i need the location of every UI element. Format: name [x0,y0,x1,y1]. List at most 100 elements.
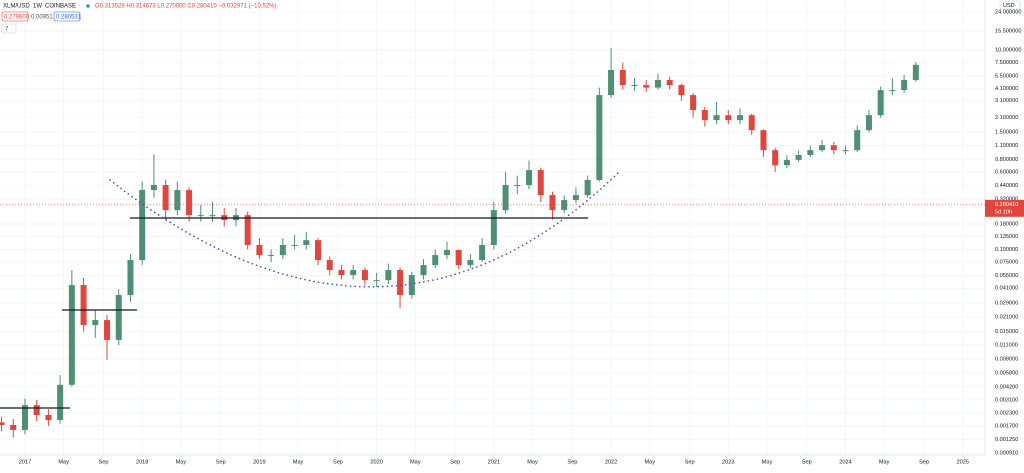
candle-body [420,265,427,276]
candle-body [737,115,744,121]
candle-body [139,190,146,261]
candle-body [33,405,40,416]
x-tick-label: 2023 [722,459,734,465]
candle-body [901,80,908,91]
candle-body [373,280,380,282]
candle-body [57,384,64,421]
x-tick-label: Sep [99,459,109,465]
candle-body [10,424,17,430]
candle-body [397,270,404,296]
candle-body [361,270,368,281]
candle-body [760,130,767,151]
candle-body [68,285,75,385]
indicators-toggle[interactable] [1,23,17,34]
candle-body [608,69,615,96]
ask[interactable]: 0.280531 [56,14,82,20]
candle-body [666,80,673,86]
x-tick-label: Sep [450,459,460,465]
symbol[interactable]: XLM/USD [3,4,30,10]
x-tick-label: 2018 [136,459,148,465]
candle-body [912,64,919,81]
candle-body [326,260,333,271]
candle-body [854,130,861,151]
y-tick-label: 0.001250 [995,437,1018,443]
candle-body [549,195,556,211]
bid-box[interactable] [1,11,29,22]
y-tick-label: 0.041000 [995,286,1018,292]
y-tick-label: 1.100000 [995,143,1018,149]
y-tick-label: 0.320000 [995,197,1018,203]
candle-body [432,255,439,266]
candle-body [795,155,802,160]
candle-body [104,320,111,340]
interval[interactable]: 1W [33,4,42,10]
x-tick-label: May [410,459,421,465]
candle-body [807,150,814,156]
grid [0,0,985,455]
candle-body [115,295,122,340]
y-tick-label: 0.004200 [995,384,1018,390]
ask-box[interactable] [53,11,81,22]
candle-body [350,270,357,276]
currency[interactable]: USD [1003,3,1015,9]
y-tick-label: 5.500000 [995,73,1018,79]
header: XLM/USD 1W COINBASE O0.313528 H0.314673 … [1,0,1021,34]
x-tick-label: Sep [919,459,929,465]
candle-body [338,270,345,276]
candle-body [584,180,591,196]
x-tick-label: 2021 [488,459,500,465]
y-tick-label: 2.100000 [995,115,1018,121]
indicators-count[interactable]: 7 [5,26,9,32]
candle-body [174,190,181,211]
price-axis-bg [985,0,1024,468]
y-tick-label: 7.500000 [995,60,1018,66]
candle-body [443,250,450,256]
x-tick-label: Sep [685,459,695,465]
tick-labels: 24.000000 15.500000 10.000000 7.500000 5.500… [19,10,1024,465]
candle-body [877,90,884,116]
x-tick-label: May [644,459,655,465]
candle-body [619,69,626,86]
candle-body [572,195,579,201]
last-price-label: 0.280410 [995,202,1018,208]
y-tick-label: 0.005800 [995,370,1018,376]
currency-box[interactable] [999,0,1021,10]
candle-body [479,244,486,261]
y-tick-label: 0.003100 [995,397,1018,403]
y-tick-label: 24.000000 [995,10,1021,16]
candle-body [830,145,837,151]
candle-body [537,170,544,196]
candle-body [92,320,99,325]
y-tick-label: 0.440000 [995,183,1018,189]
y-tick-label: 0.100000 [995,247,1018,253]
x-tick-label: 2024 [839,459,851,465]
x-tick-label: 2020 [370,459,382,465]
x-tick-label: 2017 [19,459,31,465]
x-tick-label: Sep [216,459,226,465]
candle-body [256,244,263,256]
candle-body [127,260,134,296]
x-tick-label: May [176,459,187,465]
bid[interactable]: 0.279600 [4,14,30,20]
candle-body [455,250,462,266]
y-tick-label: 0.800000 [995,157,1018,163]
candle-body [748,115,755,131]
candle-body [150,184,157,191]
x-tick-label: May [293,459,304,465]
exchange: COINBASE [45,4,76,10]
candle-body [819,145,826,151]
last-price-box [985,199,1024,217]
candle-body [408,275,415,296]
candle-body [197,215,204,217]
candle-body [315,240,322,261]
y-tick-label: 0.180000 [995,221,1018,227]
market-status [86,4,90,8]
x-tick-label: 2019 [253,459,265,465]
y-tick-label: 0.011000 [995,343,1018,349]
x-tick-label: May [527,459,538,465]
candle-body [643,85,650,88]
drawings [0,172,619,409]
y-tick-label: 0.075000 [995,259,1018,265]
